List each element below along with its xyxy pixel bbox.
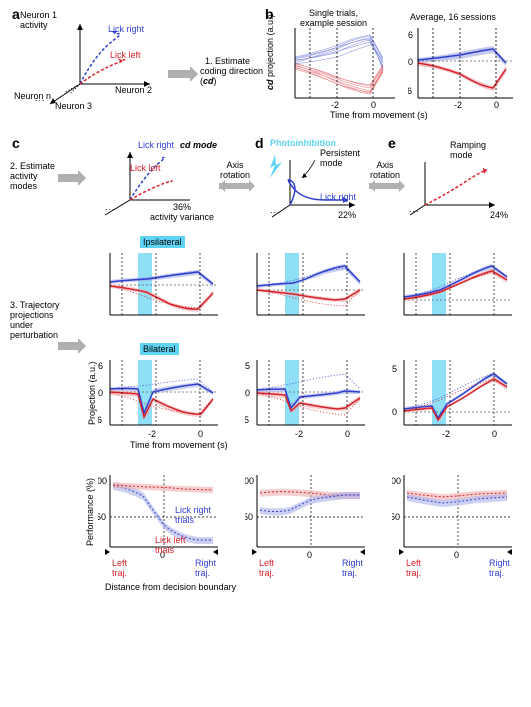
svg-text:50: 50 [245, 512, 253, 522]
bil-label: Bilateral [140, 343, 179, 355]
e-variance: 24% [490, 210, 508, 220]
panel-a-label: a [12, 6, 20, 22]
d-ipsi-plot [245, 250, 375, 330]
svg-text:6: 6 [98, 361, 103, 371]
neuron2-label: Neuron 2 [115, 85, 152, 95]
e-bil-plot: 5 0 -2 0 [392, 357, 522, 442]
svg-text:...: ... [409, 204, 420, 214]
svg-text:-2: -2 [148, 429, 156, 439]
b-plot-right: 6 0 -6 -2 0 [408, 28, 520, 108]
d-lick-right: Lick right [320, 192, 356, 202]
svg-text:0: 0 [494, 100, 499, 108]
svg-text:-5: -5 [245, 415, 249, 425]
e-left-traj: Left traj. [406, 558, 421, 578]
perf-lr-trials: Lick right trials [175, 505, 211, 525]
d-right-traj: Right traj. [342, 558, 363, 578]
svg-text:5: 5 [392, 364, 397, 374]
step3-arrow [58, 342, 78, 350]
panel-d-label: d [255, 135, 264, 151]
svg-text:6: 6 [408, 30, 413, 40]
c-bil-plot: 6 0 -6 -2 0 [98, 357, 228, 442]
e-rot-label: Axis rotation [370, 160, 400, 180]
d-variance: 22% [338, 210, 356, 220]
perf-ylabel: Performance (%) [85, 478, 95, 546]
svg-text:0: 0 [198, 429, 203, 439]
svg-text:0: 0 [345, 429, 350, 439]
svg-text:0: 0 [454, 550, 459, 560]
svg-text:50: 50 [98, 512, 106, 522]
b-title-right: Average, 16 sessions [410, 12, 496, 22]
svg-text:-2: -2 [442, 429, 450, 439]
b-xlabel: Time from movement (s) [330, 110, 428, 120]
step2-text: 2. Estimate activity modes [10, 161, 55, 191]
a-lick-right: Lick right [108, 24, 144, 34]
svg-text:0: 0 [392, 407, 397, 417]
svg-text:-6: -6 [98, 415, 102, 425]
ipsi-label: Ipsilateral [140, 236, 185, 248]
svg-text:0: 0 [371, 100, 376, 108]
perf-xlabel: Distance from decision boundary [105, 582, 236, 592]
svg-text:-2: -2 [331, 100, 339, 108]
e-ipsi-plot [392, 250, 522, 330]
neuron1-label: Neuron 1 activity [20, 10, 57, 30]
c-lick-left: Lick left [130, 163, 161, 173]
d-left-traj: Left traj. [259, 558, 274, 578]
c-lick-right: Lick right [138, 140, 174, 150]
svg-text:0: 0 [307, 550, 312, 560]
step1-text: 1. Estimate coding direction (cd) [200, 46, 263, 86]
d-bil-plot: 5 0 -5 -2 0 [245, 357, 375, 442]
step2-arrow [58, 174, 78, 182]
step3-text: 3. Trajectory projections under perturba… [10, 300, 60, 340]
e-right-traj: Right traj. [489, 558, 510, 578]
svg-text:100: 100 [392, 476, 401, 486]
d-photoinh: Photoinhibition [270, 138, 336, 148]
svg-text:100: 100 [98, 476, 107, 486]
d-rot-label: Axis rotation [220, 160, 250, 180]
e-mode: Ramping mode [450, 140, 486, 160]
panel-e-label: e [388, 135, 396, 151]
neuron3-label: Neuron 3 [55, 101, 92, 111]
d-perf-plot: 100 50 0 [245, 472, 375, 562]
d-rot-arrow [217, 178, 257, 194]
proj-ylabel: Projection (a.u.) [87, 361, 97, 425]
c-left-traj: Left traj. [112, 558, 127, 578]
perf-ll-trials: Lick left trials [155, 535, 186, 555]
e-rot-arrow [367, 178, 407, 194]
a-lick-left: Lick left [110, 50, 141, 60]
svg-text:0: 0 [492, 429, 497, 439]
c-cd-mode: cd mode [180, 140, 217, 150]
panel-c-label: c [12, 135, 20, 151]
svg-text:-6: -6 [408, 86, 412, 96]
svg-text:-2: -2 [454, 100, 462, 108]
b-plot-left: -2 0 [285, 28, 400, 108]
c-ipsi-plot [98, 250, 228, 330]
svg-text:-2: -2 [295, 429, 303, 439]
step1-arrow [168, 70, 190, 78]
svg-text:0: 0 [98, 388, 103, 398]
e-perf-plot: 100 50 0 [392, 472, 522, 562]
b-ylabel: cd projection (a.u.) [265, 14, 275, 90]
b-title-left: Single trials, example session [300, 8, 367, 28]
svg-text:5: 5 [245, 361, 250, 371]
c-variance: 36% activity variance [150, 202, 214, 222]
svg-text:...: ... [105, 202, 116, 212]
svg-text:...: ... [270, 205, 281, 215]
svg-text:50: 50 [392, 512, 400, 522]
svg-text:0: 0 [408, 57, 413, 67]
neuron-dots: ... [35, 93, 46, 103]
d-mode: Persistent mode [320, 148, 360, 168]
c-right-traj: Right traj. [195, 558, 216, 578]
svg-text:100: 100 [245, 476, 254, 486]
svg-text:0: 0 [245, 388, 250, 398]
proj-xlabel: Time from movement (s) [130, 440, 228, 450]
